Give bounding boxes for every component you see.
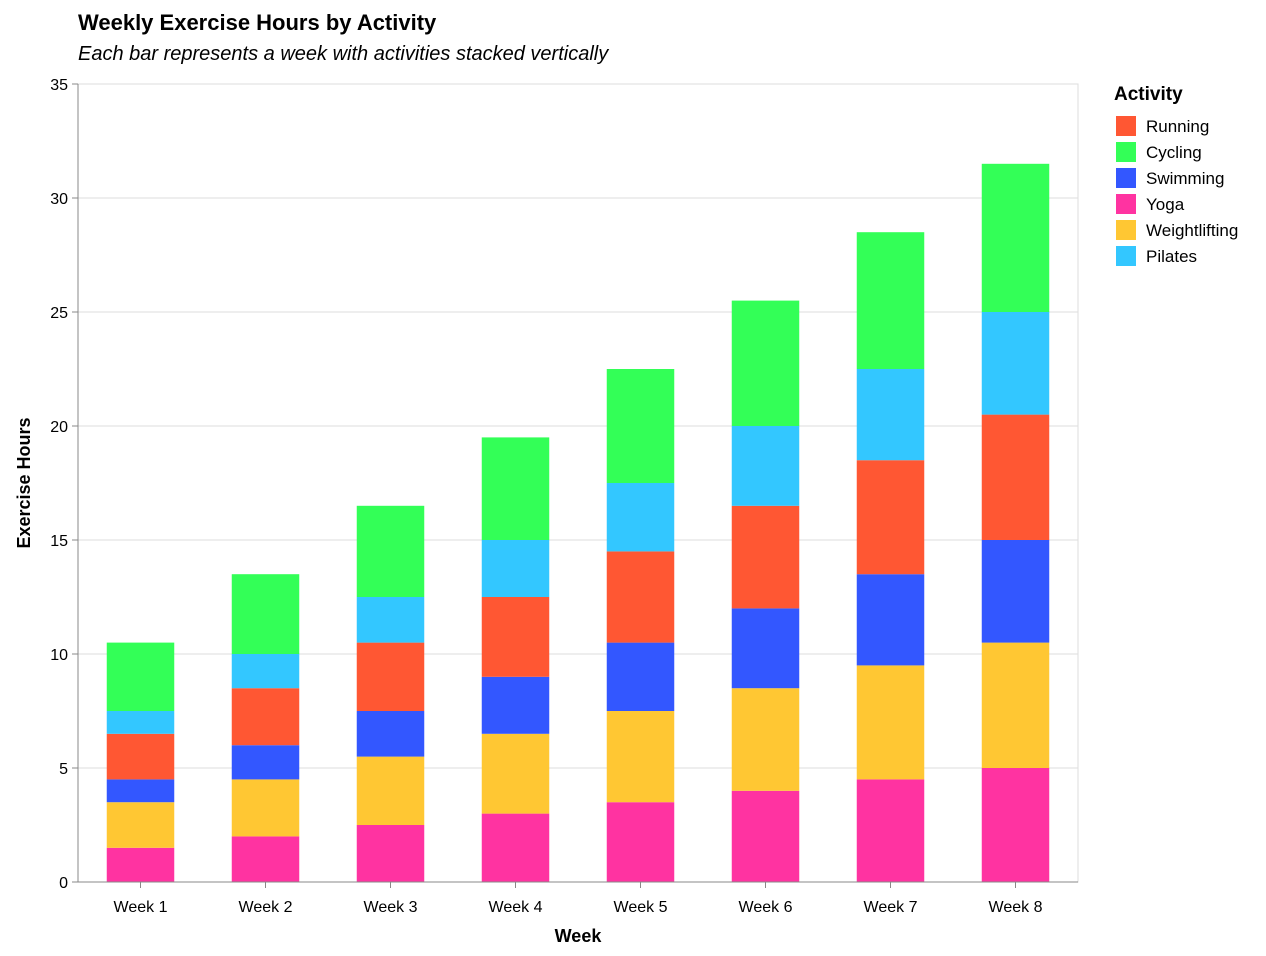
y-tick-label: 25	[50, 305, 68, 322]
bar-segment-running-5	[606, 551, 675, 643]
bar-segment-pilates-7	[856, 369, 925, 461]
y-tick-label: 0	[59, 875, 68, 892]
bar-segment-yoga-8	[981, 768, 1050, 882]
x-tick-label: Week 4	[489, 899, 543, 916]
bar-segment-weightlifting-7	[856, 665, 925, 780]
bar-segment-yoga-7	[856, 779, 925, 882]
x-axis-title: Week	[555, 926, 603, 946]
bar-segment-weightlifting-3	[356, 756, 425, 825]
legend-label-pilates: Pilates	[1146, 247, 1197, 266]
x-tick-label: Week 6	[739, 899, 793, 916]
legend-swatch-yoga	[1116, 194, 1136, 214]
legend-title: Activity	[1114, 84, 1183, 105]
bar-segment-weightlifting-6	[731, 688, 800, 791]
legend-swatch-cycling	[1116, 142, 1136, 162]
legend-swatch-weightlifting	[1116, 220, 1136, 240]
bar-segment-running-4	[481, 597, 550, 677]
y-tick-label: 35	[50, 77, 68, 94]
legend-label-running: Running	[1146, 117, 1209, 136]
bar-segment-swimming-1	[106, 779, 175, 803]
legend-label-weightlifting: Weightlifting	[1146, 221, 1238, 240]
bar-segment-cycling-6	[731, 300, 800, 426]
y-axis-title: Exercise Hours	[14, 417, 34, 548]
bar-segment-yoga-1	[106, 847, 175, 882]
bar-segment-weightlifting-5	[606, 711, 675, 803]
axes: 0 5 10 15 20 25 30 35 Week 1 Week 2 Week 3 Week 4 We…	[50, 77, 1078, 916]
legend-label-cycling: Cycling	[1146, 143, 1202, 162]
bar-segment-yoga-6	[731, 790, 800, 882]
x-tick-label: Week 2	[239, 899, 293, 916]
bar-segment-running-7	[856, 460, 925, 575]
bar-segment-cycling-7	[856, 232, 925, 369]
bar-segment-weightlifting-4	[481, 733, 550, 814]
bar-segment-cycling-8	[981, 163, 1050, 312]
bar-segment-yoga-2	[231, 836, 300, 882]
bar-segment-running-2	[231, 688, 300, 746]
bar-segment-swimming-5	[606, 642, 675, 711]
legend-swatch-swimming	[1116, 168, 1136, 188]
bar-segment-cycling-4	[481, 437, 550, 540]
x-tick-label: Week 5	[614, 899, 668, 916]
plot-frame	[77, 83, 1079, 883]
bar-segment-cycling-1	[106, 642, 175, 711]
y-tick-label: 5	[59, 761, 68, 778]
bar-segment-pilates-1	[106, 711, 175, 734]
bar-segment-yoga-3	[356, 825, 425, 882]
y-tick-label: 30	[50, 191, 68, 208]
x-tick-label: Week 3	[364, 899, 418, 916]
bar-segment-cycling-5	[606, 369, 675, 483]
y-tick-label: 15	[50, 533, 68, 550]
bar-segment-running-6	[731, 505, 800, 609]
bar-segment-weightlifting-8	[981, 642, 1050, 768]
legend-label-yoga: Yoga	[1146, 195, 1185, 214]
legend-swatch-running	[1116, 116, 1136, 136]
bars	[106, 163, 1050, 882]
bar-segment-running-3	[356, 642, 425, 711]
x-tick-label: Week 1	[114, 899, 168, 916]
bar-segment-pilates-2	[231, 654, 300, 689]
bar-segment-pilates-8	[981, 312, 1050, 415]
bar-segment-swimming-8	[981, 540, 1050, 643]
bar-segment-pilates-4	[481, 540, 550, 597]
bar-segment-swimming-6	[731, 608, 800, 689]
y-tick-label: 10	[50, 647, 68, 664]
bar-segment-running-8	[981, 414, 1050, 540]
y-tick-label: 20	[50, 419, 68, 436]
legend-label-swimming: Swimming	[1146, 169, 1224, 188]
chart-subtitle: Each bar represents a week with activiti…	[78, 43, 609, 65]
bar-segment-swimming-3	[356, 711, 425, 757]
x-tick-label: Week 7	[864, 899, 918, 916]
bar-segment-cycling-3	[356, 505, 425, 597]
legend: Activity Running Cycling Swimming Yoga Weigh…	[1114, 84, 1238, 266]
chart-title: Weekly Exercise Hours by Activity	[78, 10, 437, 35]
bar-segment-yoga-4	[481, 813, 550, 882]
bar-segment-swimming-4	[481, 676, 550, 734]
legend-swatch-pilates	[1116, 246, 1136, 266]
bar-segment-cycling-2	[231, 574, 300, 654]
bar-segment-pilates-3	[356, 597, 425, 643]
bar-segment-weightlifting-1	[106, 802, 175, 848]
bar-segment-yoga-5	[606, 802, 675, 882]
bar-segment-running-1	[106, 733, 175, 780]
bar-segment-swimming-2	[231, 745, 300, 780]
bar-segment-weightlifting-2	[231, 779, 300, 837]
bar-segment-pilates-5	[606, 483, 675, 552]
bar-segment-pilates-6	[731, 426, 800, 506]
bar-segment-swimming-7	[856, 574, 925, 666]
gridlines	[77, 83, 1079, 883]
x-tick-label: Week 8	[989, 899, 1043, 916]
